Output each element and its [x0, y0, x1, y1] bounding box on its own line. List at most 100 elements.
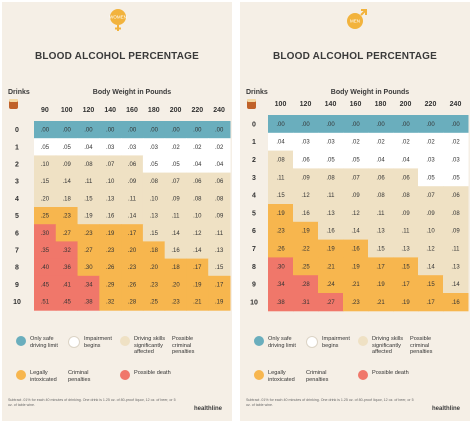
bac-value: .19 — [215, 300, 224, 306]
zone-cell-driving — [142, 207, 166, 225]
bac-value: .18 — [171, 265, 180, 271]
zone-cell-safe — [186, 121, 209, 139]
bac-value: .04 — [376, 158, 385, 164]
bac-value: .16 — [351, 247, 360, 253]
bac-value: .05 — [451, 175, 460, 181]
zone-cell-legal — [186, 258, 209, 277]
weight-tick-label: 240 — [450, 101, 462, 108]
zone-cell-impairment — [77, 138, 100, 156]
drinks-tick-label: 9 — [252, 282, 256, 289]
bac-value: .11 — [277, 175, 286, 181]
zone-cell-death — [55, 258, 79, 277]
bac-value: .18 — [62, 196, 71, 202]
bac-value: .24 — [326, 282, 335, 288]
zone-cell-impairment — [368, 132, 394, 152]
zone-cell-legal — [293, 257, 319, 276]
bac-value: .03 — [150, 145, 159, 151]
chart-title: BLOOD ALCOHOL PERCENTAGE — [272, 51, 438, 62]
bac-value: .00 — [106, 128, 115, 134]
zone-cell-legal — [268, 221, 294, 241]
bac-value: .19 — [193, 282, 202, 288]
bac-value: .27 — [326, 300, 335, 306]
zone-cell-driving — [368, 221, 394, 241]
legend-item-criminal: Possible criminal penalties — [410, 336, 450, 356]
healthline-logo: healthline — [194, 406, 223, 412]
bac-value: .02 — [451, 140, 460, 146]
bac-value: .27 — [62, 231, 71, 237]
bac-value: .04 — [84, 145, 93, 151]
zone-cell-legal — [343, 257, 369, 276]
legend-swatch — [254, 336, 264, 346]
bac-value: .02 — [401, 140, 410, 146]
zone-cell-impairment — [142, 138, 166, 156]
bac-value: .28 — [128, 300, 137, 306]
bac-value: .36 — [62, 265, 71, 271]
bac-value: .04 — [401, 158, 410, 164]
zone-cell-death — [34, 293, 57, 311]
zone-cell-driving — [77, 207, 100, 225]
zone-cell-driving — [343, 168, 369, 187]
bac-value: .38 — [84, 300, 93, 306]
zone-cell-impairment — [418, 132, 444, 152]
legend-swatch — [254, 370, 264, 380]
bac-value: .23 — [171, 300, 180, 306]
zone-cell-driving — [34, 172, 57, 191]
zone-cell-driving — [418, 204, 444, 223]
zone-cell-driving — [393, 204, 419, 223]
zone-cell-driving — [142, 224, 166, 242]
zone-cell-driving — [164, 189, 187, 208]
bac-value: .05 — [326, 158, 335, 164]
zone-cell-driving — [208, 207, 231, 225]
bac-value: .14 — [128, 214, 137, 220]
zone-cell-impairment — [142, 155, 166, 174]
weight-tick-label: 160 — [126, 107, 138, 114]
zone-cell-driving — [99, 155, 122, 174]
footnote: Subtract .01% for each 40 minutes of dri… — [8, 398, 176, 407]
bac-value: .38 — [276, 300, 285, 306]
bac-value: .09 — [401, 211, 410, 217]
bac-value: .00 — [426, 122, 435, 128]
bac-value: .13 — [326, 211, 335, 217]
legend-item-legal: Legally intoxicated — [254, 370, 308, 383]
zone-cell-impairment — [268, 132, 294, 152]
zone-cell-legal — [368, 257, 394, 276]
zone-cell-driving — [418, 239, 444, 258]
zone-cell-safe — [268, 115, 294, 134]
bac-value: .21 — [193, 300, 202, 306]
bac-value: .09 — [171, 196, 180, 202]
drinks-tick-label: 9 — [15, 282, 19, 289]
drink-glass-icon — [247, 99, 256, 109]
bac-value: .08 — [193, 196, 202, 202]
zone-cell-safe — [142, 121, 166, 139]
zone-cell-driving — [186, 241, 209, 260]
zone-cell-safe — [443, 115, 469, 134]
zone-cell-safe — [99, 121, 122, 139]
bac-value: .14 — [171, 231, 180, 237]
zone-cell-impairment — [368, 150, 394, 169]
drink-glass-icon — [9, 99, 18, 109]
legend-label: Impairment begins — [322, 336, 350, 349]
bac-value: .35 — [41, 248, 50, 254]
legend-label: Impairment begins — [84, 336, 112, 349]
legend-swatch — [306, 336, 318, 348]
bac-value: .17 — [376, 264, 385, 270]
bac-value: .23 — [276, 229, 285, 235]
chart-title: BLOOD ALCOHOL PERCENTAGE — [34, 51, 200, 62]
bac-value: .04 — [193, 162, 202, 168]
zone-cell-driving — [34, 155, 57, 174]
zone-cell-safe — [34, 121, 57, 139]
bac-value: .20 — [171, 282, 180, 288]
zone-cell-driving — [368, 186, 394, 205]
bac-value: .03 — [426, 158, 435, 164]
bac-value: .06 — [451, 193, 460, 199]
zone-cell-legal — [77, 241, 100, 260]
bac-value: .08 — [326, 175, 335, 181]
zone-cell-legal — [318, 257, 344, 276]
bac-value: .08 — [150, 179, 159, 185]
zone-cell-legal — [121, 293, 144, 311]
drinks-tick-label: 0 — [15, 127, 19, 134]
zone-cell-death — [55, 241, 79, 260]
zone-cell-legal — [343, 239, 369, 258]
zone-cell-safe — [164, 121, 187, 139]
legend-item-safe: Only safe driving limit — [254, 336, 308, 349]
